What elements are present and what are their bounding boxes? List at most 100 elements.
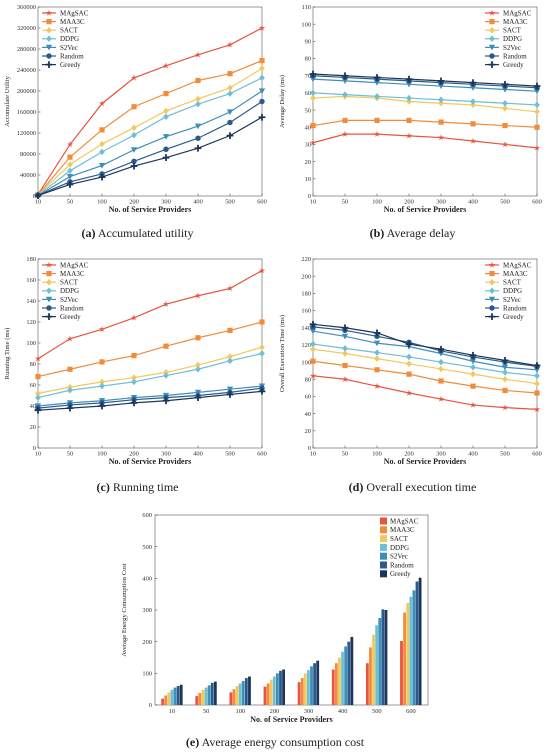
x-tick-label: 600: [532, 199, 542, 206]
data-point-s2vec: [162, 134, 170, 140]
bar-ddpg: [272, 676, 276, 705]
legend-label: MAA3C: [503, 18, 528, 26]
bar-random: [210, 682, 214, 705]
bar-s2vec: [378, 617, 382, 705]
data-point-ddpg: [67, 167, 73, 175]
data-point-s2vec: [373, 340, 381, 347]
chart-running-time: 0 20 40 60 80 100 120 140 160 180 10 50 100 200 300 400…: [0, 252, 275, 467]
data-point-magsac: [34, 355, 42, 362]
data-point-sact: [99, 378, 105, 386]
data-point-greedy: [469, 79, 477, 86]
y-tick-label: 120: [301, 342, 311, 349]
x-tick-label: 500: [500, 199, 510, 206]
bar-greedy: [316, 660, 320, 705]
data-point-greedy: [130, 399, 138, 407]
y-tick-label: 220: [301, 256, 311, 263]
legend-marker: [489, 35, 495, 43]
y-tick-label: 100: [142, 671, 152, 678]
y-tick-label: 30: [305, 142, 311, 149]
x-tick-label: 100: [97, 451, 107, 458]
data-point-ddpg: [227, 90, 233, 97]
bar-magsac: [365, 663, 369, 705]
bar-ddpg: [375, 625, 379, 705]
x-axis-title: No. of Service Providers: [250, 715, 333, 724]
data-point-magsac: [373, 130, 381, 137]
data-point-maa3c: [227, 327, 233, 333]
bar-group-50: [195, 681, 217, 705]
data-point-greedy: [341, 72, 349, 80]
bar-s2vec: [344, 646, 348, 705]
y-tick-label: 180: [26, 256, 36, 263]
data-point-greedy: [501, 80, 509, 88]
data-point-maa3c: [35, 374, 41, 380]
data-point-magsac: [533, 405, 541, 413]
data-point-maa3c: [502, 387, 508, 394]
bar-magsac: [229, 692, 233, 705]
data-point-maa3c: [342, 117, 348, 123]
data-point-maa3c: [534, 390, 540, 396]
series-line-greedy: [312, 323, 538, 367]
legend-label: Random: [503, 304, 527, 312]
y-tick-label: 20: [305, 428, 311, 435]
data-point-greedy: [437, 345, 445, 353]
bar-ddpg: [409, 596, 413, 705]
legend-marker: [46, 305, 52, 311]
chart-average-delay: 0 10 20 30 40 50 60 70 80 90 100 110 10 50 100 200 300 40…: [275, 0, 550, 215]
bar-sact: [235, 686, 239, 705]
bar-group-500: [365, 609, 388, 705]
legend-label: Greedy: [503, 61, 524, 69]
data-point-maa3c: [502, 122, 508, 129]
legend-swatch: [380, 517, 387, 525]
legend-label: SACT: [60, 27, 79, 35]
chart-average-energy-cost: 0 100 200 300 400 500 600 10 50 100 200 300 400 500 60…: [110, 505, 440, 725]
legend-label: MAA3C: [503, 270, 528, 278]
bar-group-300: [297, 660, 320, 705]
bar-maa3c: [266, 683, 270, 705]
data-point-greedy: [341, 324, 349, 332]
legend-marker: [46, 278, 52, 286]
series-greedy: [309, 320, 541, 369]
data-point-ddpg: [195, 366, 201, 373]
data-point-ddpg: [99, 148, 105, 156]
bar-sact: [303, 673, 307, 705]
data-point-s2vec: [194, 123, 202, 130]
bar-random: [279, 670, 282, 705]
data-point-ddpg: [227, 357, 233, 365]
series-maa3c: [310, 117, 540, 130]
data-point-ddpg: [470, 363, 476, 371]
legend-marker: [46, 53, 52, 59]
legend-marker: [489, 19, 495, 25]
bar-maa3c: [232, 689, 236, 705]
data-point-s2vec: [226, 386, 234, 393]
data-point-sact: [406, 98, 412, 105]
x-tick-label: 300: [436, 451, 446, 458]
data-point-sact: [470, 101, 476, 109]
x-axis-title: No. of Service Providers: [109, 457, 192, 466]
data-point-random: [259, 98, 265, 105]
y-tick-label: 200000: [17, 88, 36, 95]
data-point-magsac: [226, 285, 234, 292]
series-ddpg: [35, 74, 265, 199]
legend-marker: [45, 261, 53, 268]
y-axis-title: Overall Execution Time (ms): [279, 315, 286, 392]
series-s2vec: [309, 76, 541, 95]
data-point-magsac: [162, 300, 170, 307]
legend-marker: [46, 35, 52, 43]
y-tick-label: 140: [26, 298, 36, 305]
y-tick-label: 60: [305, 394, 311, 401]
y-tick-label: 80: [30, 361, 36, 368]
legend-label: MAgSAC: [503, 261, 532, 269]
data-point-sact: [342, 350, 348, 357]
series-line-ddpg: [312, 92, 538, 106]
data-point-maa3c: [131, 353, 137, 359]
chart-svg: 0 20 40 60 80 100 120 140 160 180 10 50 100 200 300 400…: [4, 256, 267, 466]
x-tick-label: 300: [161, 199, 171, 206]
y-tick-label: 160: [26, 277, 36, 284]
series-line-ddpg: [37, 352, 263, 399]
bar-sact: [338, 657, 341, 705]
data-point-ddpg: [406, 353, 412, 361]
data-point-ddpg: [470, 98, 476, 105]
bar-ddpg: [307, 670, 310, 705]
series-line-magsac: [37, 270, 263, 360]
